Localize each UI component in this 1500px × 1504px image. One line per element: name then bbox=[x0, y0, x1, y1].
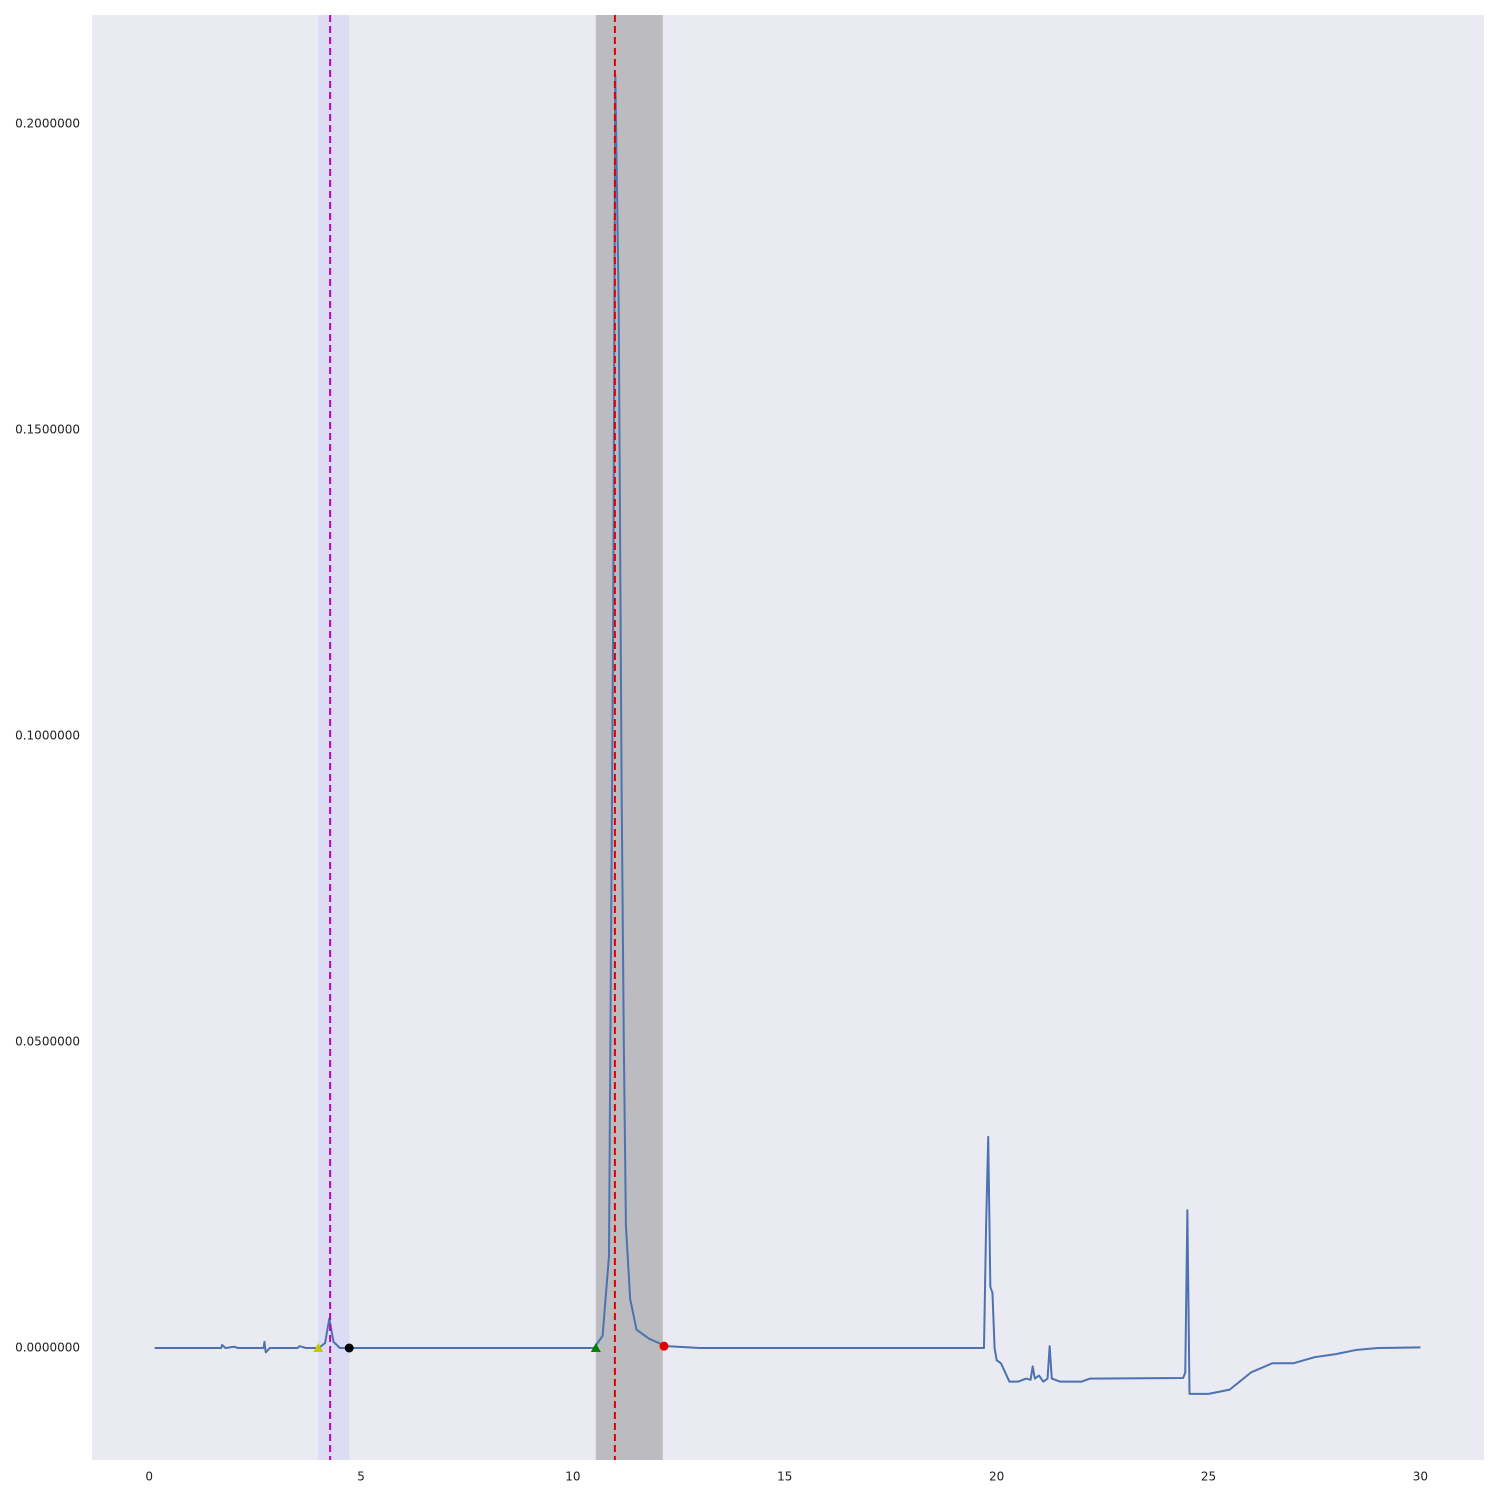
y-tick-label: 0.1500000 bbox=[15, 422, 80, 436]
marker-point bbox=[344, 1343, 354, 1353]
y-tick-label: 0.0000000 bbox=[15, 1340, 80, 1354]
x-tick-label: 10 bbox=[565, 1470, 580, 1484]
marker-point bbox=[659, 1341, 669, 1351]
y-tick-label: 0.0500000 bbox=[15, 1034, 80, 1048]
y-tick-label: 0.1000000 bbox=[15, 728, 80, 742]
signal-line bbox=[154, 73, 1421, 1395]
x-tick-label: 30 bbox=[1413, 1470, 1428, 1484]
plot-background bbox=[92, 15, 1484, 1460]
y-tick-label: 0.2000000 bbox=[15, 116, 80, 130]
x-tick-label: 15 bbox=[777, 1470, 792, 1484]
x-tick-label: 0 bbox=[145, 1470, 153, 1484]
x-tick-label: 20 bbox=[989, 1470, 1004, 1484]
marker-point bbox=[313, 1342, 324, 1352]
highlight-span bbox=[595, 15, 663, 1460]
highlight-span bbox=[318, 15, 350, 1460]
marker-point bbox=[590, 1342, 601, 1352]
x-tick-label: 5 bbox=[357, 1470, 365, 1484]
x-tick-label: 25 bbox=[1201, 1470, 1216, 1484]
